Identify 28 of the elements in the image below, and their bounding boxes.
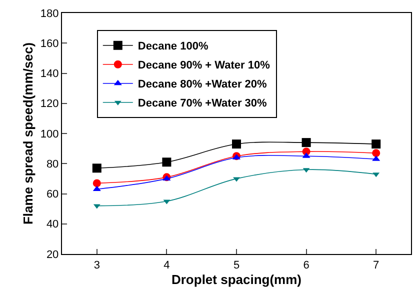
x-tick-label: 3 [94,259,100,272]
y-tick-label: 20 [46,248,59,261]
y-tick-label: 120 [40,98,59,110]
y-tick-label: 180 [40,8,59,20]
point [372,140,381,149]
x-tick-label: 5 [233,259,240,272]
point [233,177,240,182]
x-axis-title: Droplet spacing(mm) [171,272,302,287]
point [302,138,311,148]
legend-label: Decane 90% + Water 10% [138,60,270,72]
y-tick-label: 80 [46,158,59,170]
y-tick-label: 100 [40,128,59,140]
y-tick-label: 160 [40,38,59,50]
point [92,179,101,188]
x-tick-label: 4 [164,259,170,272]
y-tick-label: 40 [46,218,59,231]
y-axis-title: Flame spread speed(mm/sec) [20,42,36,225]
point [92,164,102,173]
point [162,158,172,167]
legend-label: Decane 70% +Water 30% [138,98,268,110]
point [372,149,380,158]
legend-label: Decane 100% [138,40,208,53]
x-tick-label: 7 [373,259,380,272]
y-tick-label: 60 [46,188,59,201]
point [232,140,241,149]
x-tick-label: 6 [303,259,310,272]
legend-label: Decane 80% +Water 20% [138,78,268,91]
y-tick-label: 140 [40,68,59,80]
